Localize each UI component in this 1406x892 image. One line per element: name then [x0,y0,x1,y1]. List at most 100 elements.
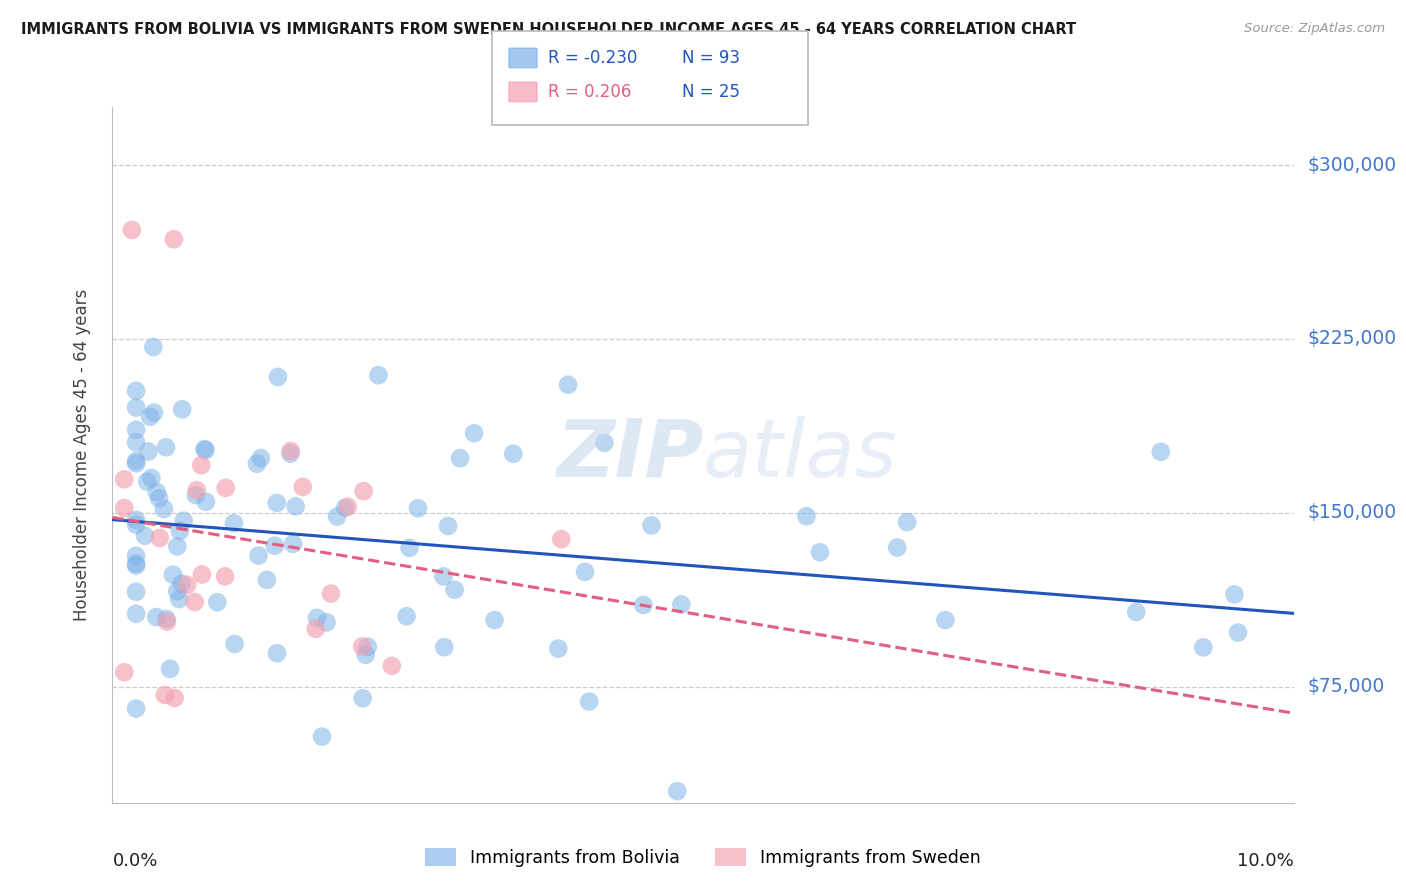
Point [266,646,288,660]
Legend: Immigrants from Bolivia, Immigrants from Sweden: Immigrants from Bolivia, Immigrants from… [418,841,988,874]
Point [112,472,135,486]
Text: N = 25: N = 25 [682,83,740,101]
Point [267,370,290,384]
Text: N = 93: N = 93 [682,49,740,67]
Point [125,384,148,398]
Point [280,444,302,458]
Point [145,485,167,500]
Point [281,537,304,551]
Point [207,595,229,609]
Point [125,401,148,415]
Point [186,483,208,498]
Point [333,500,356,515]
Point [162,567,184,582]
Point [166,584,188,599]
Point [121,223,143,237]
Point [574,565,596,579]
Point [166,540,188,554]
Point [139,409,162,424]
Point [149,531,172,545]
Point [247,549,270,563]
Point [443,582,465,597]
Point [352,640,374,654]
Text: $225,000: $225,000 [1308,329,1396,349]
Point [449,451,471,466]
Point [125,701,148,715]
Point [156,615,179,629]
Point [256,573,278,587]
Point [143,406,166,420]
Point [353,484,375,499]
Text: Source: ZipAtlas.com: Source: ZipAtlas.com [1244,22,1385,36]
Point [432,569,454,583]
Point [222,516,245,531]
Point [145,610,167,624]
Text: ZIP: ZIP [555,416,703,494]
Point [315,615,337,630]
Point [336,500,359,514]
Point [173,514,195,528]
Point [640,518,662,533]
Point [184,488,207,502]
Point [125,513,148,527]
Point [249,451,271,466]
Point [134,529,156,543]
Point [163,691,186,706]
Point [246,457,269,471]
Point [437,519,460,533]
Point [367,368,389,383]
Point [550,532,572,546]
Point [666,784,689,798]
Text: R = -0.230: R = -0.230 [548,49,638,67]
Point [352,691,374,706]
Point [1227,625,1250,640]
Point [153,688,176,702]
Point [266,496,288,510]
Point [170,576,193,591]
Point [319,586,342,600]
Point [125,435,148,450]
Point [169,524,191,538]
Point [155,612,177,626]
Point [463,426,485,441]
Point [406,501,429,516]
Point [354,648,377,662]
Text: $75,000: $75,000 [1308,677,1385,697]
Point [395,609,418,624]
Point [326,509,349,524]
Point [125,607,148,621]
Point [284,500,307,514]
Point [578,695,600,709]
Point [593,435,616,450]
Point [224,637,246,651]
Point [193,442,215,456]
Point [194,494,217,508]
Point [280,447,302,461]
Point [1150,444,1173,458]
Point [381,659,404,673]
Text: atlas: atlas [703,416,898,494]
Point [214,481,236,495]
Text: $300,000: $300,000 [1308,155,1396,175]
Point [305,611,328,625]
Point [671,598,693,612]
Text: R = 0.206: R = 0.206 [548,83,631,101]
Point [141,471,163,485]
Point [194,442,217,457]
Point [125,456,148,470]
Point [125,423,148,437]
Point [125,549,148,563]
Point [484,613,506,627]
Point [808,545,831,559]
Point [1223,587,1246,601]
Point [172,402,194,417]
Point [398,541,420,555]
Point [125,517,148,532]
Point [125,557,148,571]
Point [357,640,380,654]
Point [934,613,956,627]
Point [896,515,918,529]
Point [796,509,818,524]
Point [176,578,198,592]
Text: 10.0%: 10.0% [1237,852,1294,870]
